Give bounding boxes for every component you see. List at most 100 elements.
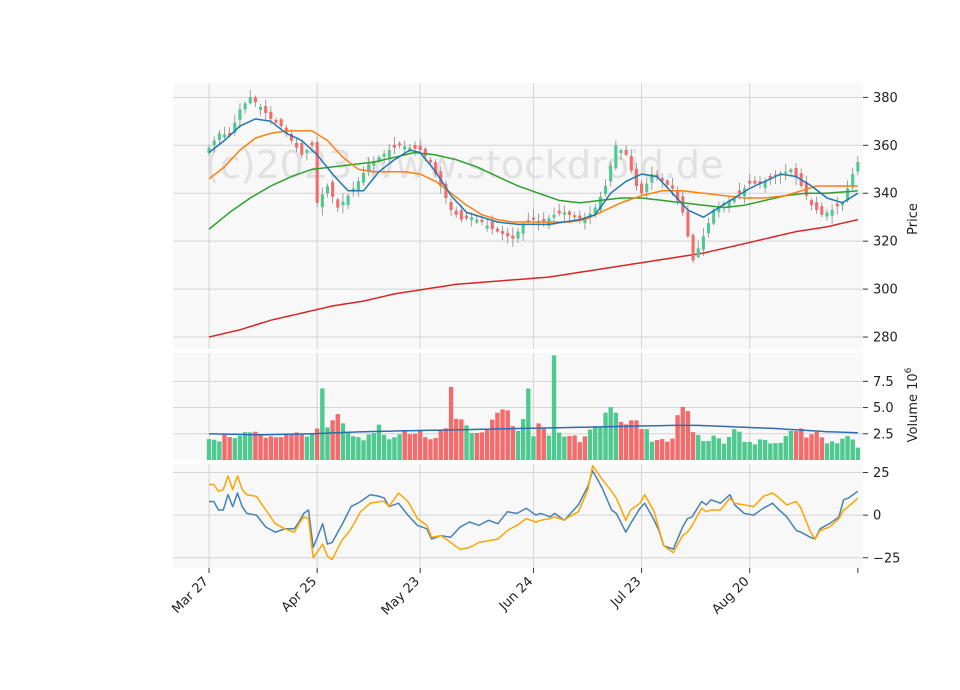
candle-down <box>315 141 319 203</box>
candle-down <box>480 219 484 222</box>
candle-up <box>706 223 711 234</box>
candle-up <box>233 122 237 133</box>
candle-up <box>614 145 618 168</box>
candle-up <box>382 153 386 157</box>
candle-up <box>825 212 829 217</box>
volume-bar-up <box>732 429 737 460</box>
candle-down <box>773 174 778 177</box>
volume-bar-down <box>278 437 284 460</box>
volume-bar-down <box>541 427 546 460</box>
volume-bar-up <box>701 441 706 460</box>
candle-up <box>387 150 391 158</box>
volume-bar-up <box>392 437 397 460</box>
ma-long-line <box>208 151 858 230</box>
candle-down <box>567 211 572 215</box>
volume-bar-down <box>402 431 407 460</box>
candle-down <box>691 234 695 261</box>
date-axis: Mar 27 Apr 25 May 23 Jun 24 Jul 23 Aug 20 <box>169 568 859 618</box>
oscillator-slow-line <box>209 464 859 561</box>
candle-down <box>557 210 561 214</box>
candle-up <box>320 194 324 208</box>
candle-up <box>516 231 520 239</box>
candle-down <box>392 144 396 148</box>
candle-up <box>598 196 602 211</box>
volume-bar-down <box>670 438 675 460</box>
volume-bar-up <box>608 407 613 460</box>
volume-bar-up <box>845 436 850 460</box>
volume-bar-up <box>603 412 608 460</box>
volume-bar-down <box>459 419 464 460</box>
candle-down <box>331 181 335 197</box>
volume-bar-down <box>819 437 824 460</box>
volume-bar-up <box>464 425 469 460</box>
volume-bar-down <box>634 420 639 460</box>
volume-bar-down <box>222 434 227 460</box>
volume-bar-down <box>438 430 443 460</box>
candle-up <box>341 201 345 206</box>
volume-bar-up <box>217 441 222 460</box>
candle-down <box>737 190 741 194</box>
candle-up <box>356 181 360 192</box>
candle-down <box>398 143 402 146</box>
candle-up <box>588 213 592 218</box>
candle-up <box>521 224 525 234</box>
volume-bar-up <box>520 418 526 460</box>
oscillator-lines <box>209 464 859 561</box>
volume-bar-down <box>335 414 340 460</box>
volume-bar-up <box>644 429 649 460</box>
candle-up <box>645 183 649 193</box>
oscillator-panel <box>173 464 863 568</box>
candle-up <box>258 106 263 110</box>
candle-down <box>815 202 819 211</box>
volume-bar-up <box>711 435 716 460</box>
volume-bar-down <box>814 432 819 460</box>
candle-down <box>835 203 839 207</box>
volume-bar-up <box>212 439 217 460</box>
volume-bar-down <box>629 420 634 460</box>
candle-down <box>295 143 299 148</box>
volume-bar-up <box>840 438 845 460</box>
volume-bar-down <box>330 420 335 460</box>
price-axis-label: Price <box>906 203 921 235</box>
volume-bars <box>206 355 861 460</box>
volume-bar-up <box>726 436 732 460</box>
volume-bar-down <box>294 432 299 460</box>
candle-down <box>449 201 453 211</box>
candle-down <box>269 111 273 119</box>
volume-bar-up <box>469 432 474 460</box>
volume-bar-up <box>757 439 763 460</box>
volume-bar-up <box>232 438 237 460</box>
candle-up <box>325 186 330 194</box>
volume-tick-label: 7.5 <box>873 375 894 390</box>
volume-bar-up <box>762 439 768 460</box>
volume-bar-up <box>325 427 330 460</box>
candle-down <box>578 215 582 219</box>
volume-bar-up <box>387 439 392 460</box>
candle-down <box>444 183 448 199</box>
candle-up <box>784 171 788 174</box>
candle-down <box>423 148 427 157</box>
volume-axis-exponent: 6 <box>904 367 914 373</box>
volume-bar-down <box>577 442 582 460</box>
candle-up <box>789 169 793 173</box>
candle-up <box>696 248 700 258</box>
date-tick-label: May 23 <box>379 574 423 618</box>
volume-bar-up <box>340 423 346 460</box>
candle-up <box>361 172 366 183</box>
oscillator-fast-line <box>209 470 859 550</box>
candle-down <box>336 199 340 208</box>
volume-bar-down <box>474 432 479 460</box>
price-tick-label: 380 <box>873 91 898 106</box>
volume-bar-down <box>639 429 644 460</box>
volume-bar-down <box>567 436 572 460</box>
candle-down <box>531 217 535 220</box>
candle-up <box>712 210 716 224</box>
volume-bar-down <box>454 418 459 460</box>
candle-down <box>289 134 293 141</box>
volume-bar-down <box>572 435 577 460</box>
candle-up <box>222 134 227 138</box>
volume-bar-up <box>598 427 603 460</box>
volume-bar-down <box>809 434 814 460</box>
candle-down <box>279 119 283 127</box>
